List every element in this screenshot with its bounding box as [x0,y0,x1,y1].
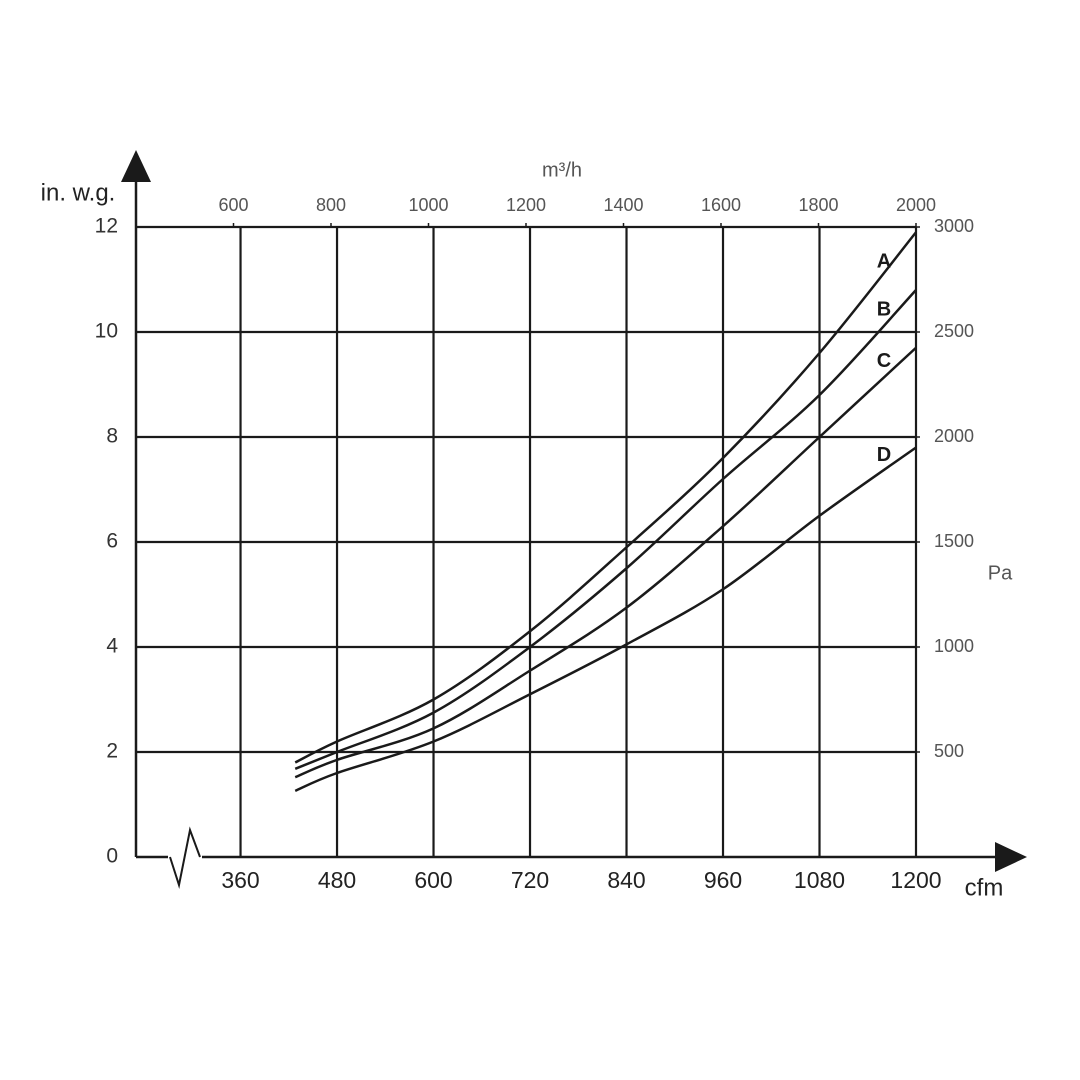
x-tick-label: 1200 [890,867,941,893]
y2-tick-label: 500 [934,741,964,761]
x2-tick-label: 1800 [798,195,838,215]
y-tick-label: 10 [95,320,118,343]
axis-break [169,826,201,889]
y-tick-label: 12 [95,215,118,238]
y2-tick-label: 2500 [934,321,974,341]
y-axis-label: in. w.g. [41,179,116,206]
curve [294,231,917,764]
x2-axis-label: m³/h [542,159,582,181]
x-tick-label: 600 [414,867,452,893]
curve [294,446,917,792]
y-tick-label: 2 [106,740,118,763]
x2-tick-label: 1200 [506,195,546,215]
y2-tick-label: 1500 [934,531,974,551]
x2-tick-label: 1400 [603,195,643,215]
y2-axis-label: Pa [988,562,1013,584]
y-arrow [121,150,151,182]
plot: 360 480 600 720 840 960 1080 1200 0 2 4 6 8 10 12 600 80… [95,195,974,893]
y2-tick-label: 2000 [934,426,974,446]
x2-tick-label: 600 [218,195,248,215]
x-tick-label: 1080 [794,867,845,893]
y2-tick-label: 1000 [934,636,974,656]
y-tick-label: 0 [106,845,118,868]
x-tick-label: 840 [607,867,645,893]
curve [294,289,917,770]
y-tick-label: 4 [106,635,118,658]
series-label: A [877,251,891,273]
x-tick-label: 960 [704,867,742,893]
x2-tick-label: 1000 [408,195,448,215]
series-label: B [877,298,891,320]
x-tick-label: 480 [318,867,356,893]
x2-tick-label: 1600 [701,195,741,215]
curve [294,346,917,779]
y-tick-label: 6 [106,530,118,553]
series-label: C [877,350,891,372]
x-arrow [995,842,1027,872]
x-axis-label: cfm [965,874,1004,901]
series-label: D [877,444,891,466]
y-tick-label: 8 [106,425,118,448]
x-tick-label: 360 [221,867,259,893]
x2-tick-label: 2000 [896,195,936,215]
x2-tick-label: 800 [316,195,346,215]
y2-tick-label: 3000 [934,216,974,236]
x-tick-label: 720 [511,867,549,893]
